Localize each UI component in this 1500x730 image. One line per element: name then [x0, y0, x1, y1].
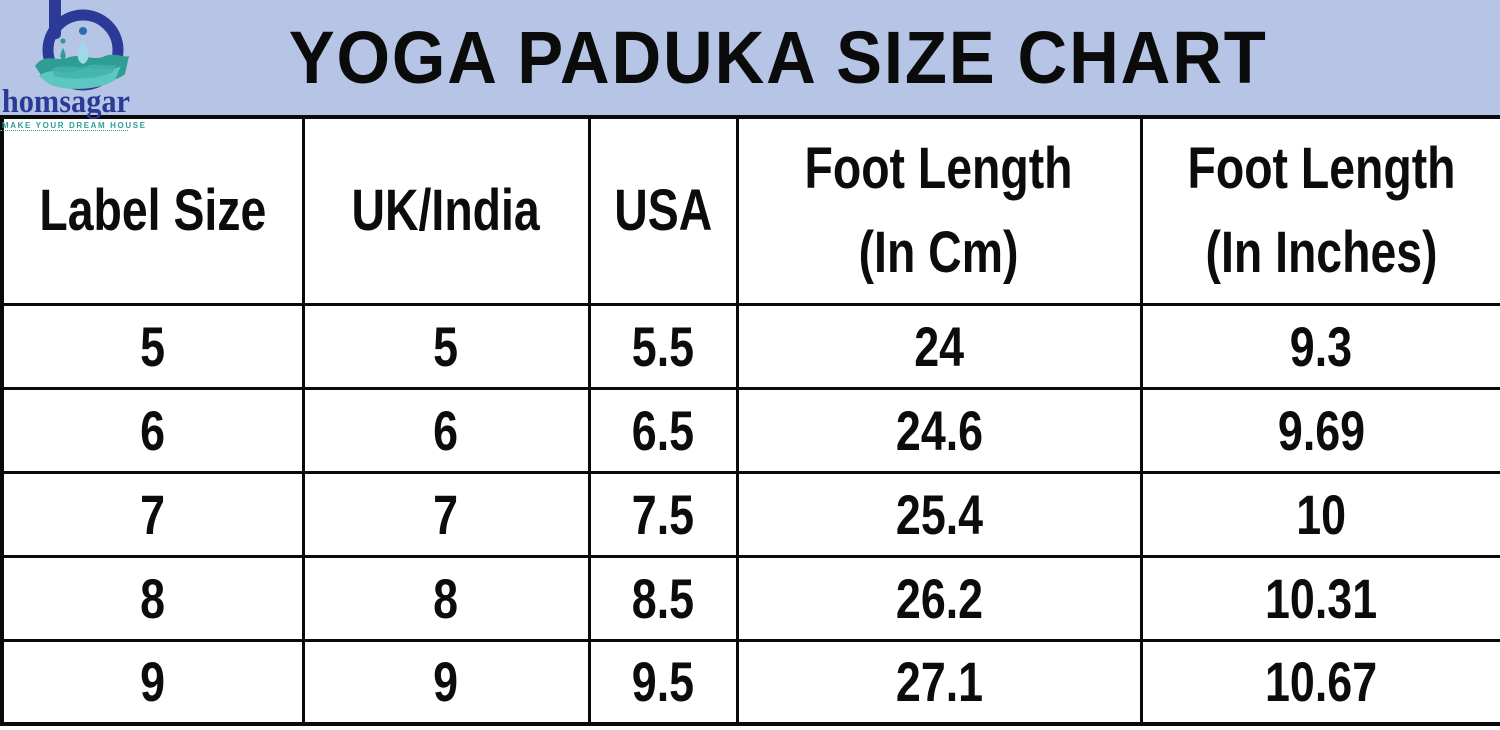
- table-cell: 9: [0, 638, 305, 726]
- column-header: Label Size: [0, 115, 305, 306]
- table-cell: 7.5: [587, 470, 739, 558]
- table-cell: 7: [301, 470, 591, 558]
- table-cell: 8.5: [587, 554, 739, 642]
- title-band: homsagar MAKE YOUR DREAM HOUSE YOGA PADU…: [0, 0, 1500, 131]
- column-header: UK/India: [301, 115, 591, 306]
- table-cell: 9.69: [1139, 386, 1500, 474]
- table-cell: 8: [0, 554, 305, 642]
- table-cell: 8: [301, 554, 591, 642]
- table-cell: 25.4: [735, 470, 1143, 558]
- table-row: 9 9 9.5 27.1 10.67: [0, 638, 1500, 726]
- table-cell: 5: [0, 302, 305, 390]
- table-cell: 6: [0, 386, 305, 474]
- table-cell: 10: [1139, 470, 1500, 558]
- table-cell: 10.31: [1139, 554, 1500, 642]
- table-cell: 26.2: [735, 554, 1143, 642]
- column-header: Foot Length (In Inches): [1139, 115, 1500, 306]
- table-row: 5 5 5.5 24 9.3: [0, 302, 1500, 390]
- table-cell: 5.5: [587, 302, 739, 390]
- column-header: Foot Length (In Cm): [735, 115, 1143, 306]
- table-cell: 24.6: [735, 386, 1143, 474]
- page-title: YOGA PADUKA SIZE CHART: [288, 16, 1268, 99]
- table-cell: 6: [301, 386, 591, 474]
- table-cell: 7: [0, 470, 305, 558]
- table-row: 6 6 6.5 24.6 9.69: [0, 386, 1500, 474]
- column-header: USA: [587, 115, 739, 306]
- table-row: 7 7 7.5 25.4 10: [0, 470, 1500, 558]
- table-cell: 5: [301, 302, 591, 390]
- table-cell: 10.67: [1139, 638, 1500, 726]
- table-cell: 9.5: [587, 638, 739, 726]
- table-cell: 27.1: [735, 638, 1143, 726]
- table-cell: 24: [735, 302, 1143, 390]
- table-cell: 6.5: [587, 386, 739, 474]
- table-cell: 9.3: [1139, 302, 1500, 390]
- table-header-row: Label Size UK/India USA Foot Length (In Cm) F…: [0, 115, 1500, 306]
- brand-name: homsagar: [1, 84, 131, 120]
- size-chart-table: Label Size UK/India USA Foot Length (In Cm) F…: [0, 115, 1500, 726]
- table-cell: 9: [301, 638, 591, 726]
- table-row: 8 8 8.5 26.2 10.31: [0, 554, 1500, 642]
- homsagar-logo-icon: [35, 0, 129, 91]
- brand-logo: homsagar MAKE YOUR DREAM HOUSE: [0, 0, 160, 131]
